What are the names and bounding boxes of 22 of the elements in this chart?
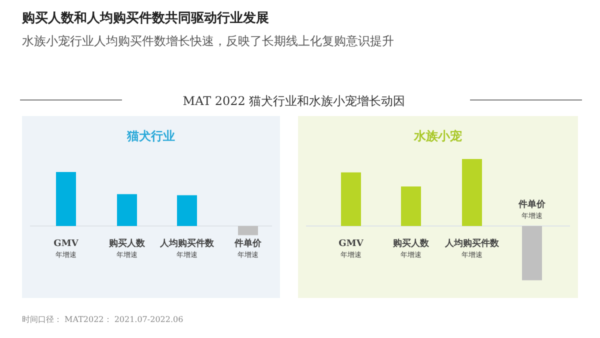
bar: [238, 226, 258, 236]
x-tick-label: 购买人数: [392, 238, 430, 249]
x-tick-label: 人均购买件数: [159, 238, 215, 249]
x-tick-label: GMV: [54, 239, 80, 249]
bar: [462, 159, 482, 226]
bar: [177, 195, 197, 226]
text: MAT 2022 猫犬行业和水族小宠增长动因: [182, 94, 406, 108]
bar: [401, 186, 421, 226]
text: 购买人数和人均购买件数共同驱动行业发展: [21, 10, 269, 26]
x-tick-label: 件单价: [518, 199, 546, 210]
text: 水族小宠行业人均购买件数增长快速，反映了长期线上化复购意识提升: [22, 34, 394, 48]
x-tick-label: GMV: [338, 239, 364, 249]
x-tick-label: 件单价: [234, 238, 262, 249]
chart-title: 猫犬行业: [126, 129, 175, 143]
text: 时间口径： MAT2022： 2021.07-2022.06: [22, 315, 184, 324]
x-tick-label: 购买人数: [108, 238, 146, 249]
bar: [56, 172, 76, 226]
bar: [341, 172, 361, 226]
chart-title: 水族小宠: [413, 129, 462, 143]
x-tick-label: 人均购买件数: [444, 238, 500, 249]
bar: [117, 194, 137, 226]
bar: [522, 226, 542, 280]
